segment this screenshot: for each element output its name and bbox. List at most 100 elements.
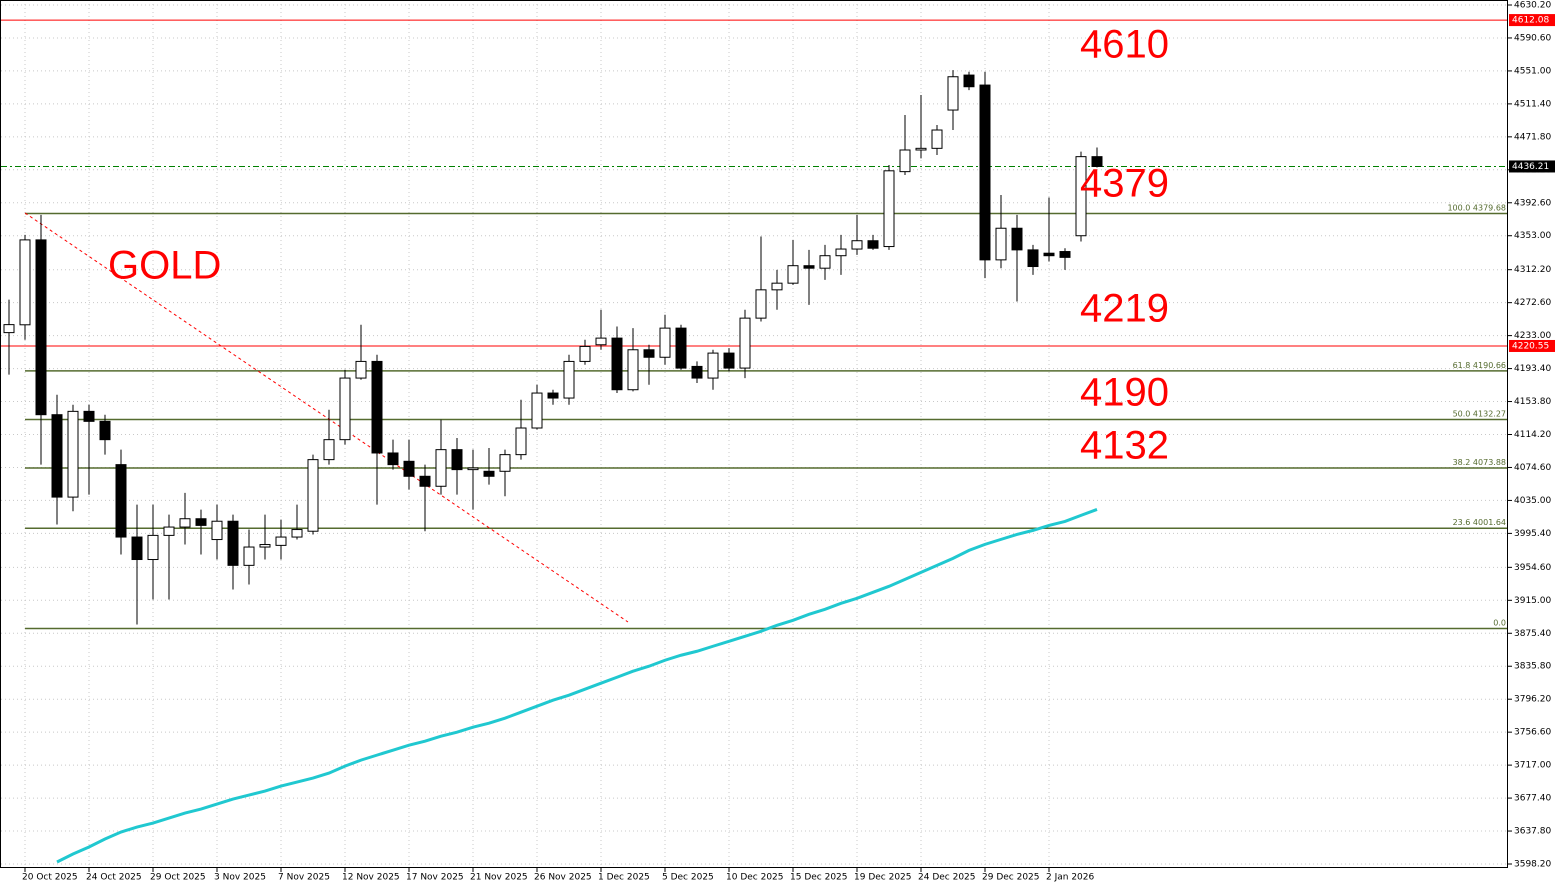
candle-body	[803, 265, 815, 269]
fib-label: 61.8 4190.66	[1453, 361, 1506, 370]
price-box	[1509, 160, 1555, 173]
x-tick-label: 17 Nov 2025	[406, 873, 464, 883]
candle-body	[19, 239, 31, 326]
candle-body	[883, 170, 895, 248]
candle-body	[515, 427, 527, 456]
annotation: 4610	[1080, 23, 1169, 67]
y-tick-label: 4114.20	[1514, 430, 1551, 440]
candle-body	[291, 529, 303, 538]
x-tick-label: 29 Oct 2025	[150, 873, 206, 883]
candle-body	[451, 449, 463, 471]
x-tick-label: 20 Oct 2025	[22, 873, 78, 883]
candle-body	[35, 239, 47, 416]
price-label: 4220.55	[1512, 341, 1549, 351]
candle-body	[595, 337, 607, 346]
price-box	[1509, 339, 1555, 352]
candle-body	[851, 240, 863, 250]
plot	[3, 70, 1103, 864]
grid	[1, 0, 1508, 868]
x-tick-label: 12 Nov 2025	[342, 873, 400, 883]
candle-body	[659, 327, 671, 358]
candle-body	[243, 546, 255, 566]
annotation: 4190	[1080, 371, 1169, 415]
candle-body	[643, 349, 655, 358]
candle-body	[1059, 251, 1071, 258]
candle-body	[1075, 156, 1087, 237]
candle-body	[211, 520, 223, 541]
y-tick-label: 4233.00	[1514, 331, 1551, 341]
y-tick-label: 3598.20	[1514, 860, 1551, 870]
y-tick-label: 3835.80	[1514, 662, 1551, 672]
candle-body	[947, 76, 959, 111]
y-tick-label: 3677.40	[1514, 794, 1551, 804]
y-tick-label: 4551.00	[1514, 66, 1551, 76]
candle-body	[531, 392, 543, 429]
y-tick-label: 4511.40	[1514, 99, 1551, 109]
x-tick-label: 21 Nov 2025	[470, 873, 528, 883]
y-tick-label: 4392.60	[1514, 198, 1551, 208]
x-tick-label: 24 Dec 2025	[918, 873, 976, 883]
y-tick-label: 3796.20	[1514, 695, 1551, 705]
y-tick-label: 4312.20	[1514, 265, 1551, 275]
candle-body	[563, 360, 575, 399]
candle-body	[227, 520, 239, 566]
candle-body	[995, 227, 1007, 261]
candle-body	[99, 420, 111, 441]
candle-body	[307, 459, 319, 532]
y-tick-label: 4590.60	[1514, 33, 1551, 43]
plot-frame	[0, 0, 1508, 868]
candle-body	[707, 352, 719, 379]
price-label: 4612.08	[1512, 16, 1549, 26]
candle-body	[499, 454, 511, 472]
y-tick-label: 4471.80	[1514, 132, 1551, 142]
candle-body	[131, 536, 143, 561]
candle-body	[675, 327, 687, 369]
candle-body	[915, 147, 927, 151]
trend-line	[24, 212, 629, 623]
y-tick-label: 3756.60	[1514, 728, 1551, 738]
fib-label: 23.6 4001.64	[1453, 518, 1506, 527]
candle-body	[51, 414, 63, 498]
y-tick-label: 3875.40	[1514, 629, 1551, 639]
x-tick-label: 29 Dec 2025	[982, 873, 1040, 883]
candle-body	[739, 317, 751, 369]
fib-label: 100.0 4379.68	[1447, 204, 1506, 213]
candle-body	[483, 470, 495, 477]
x-tick-label: 10 Dec 2025	[726, 873, 784, 883]
y-tick-label: 3915.00	[1514, 596, 1551, 606]
candle-body	[1091, 156, 1103, 167]
candle-body	[1027, 249, 1039, 268]
price-box	[1509, 14, 1555, 27]
x-tick-label: 5 Dec 2025	[662, 873, 714, 883]
y-tick-label: 3637.80	[1514, 827, 1551, 837]
x-tick-label: 19 Dec 2025	[854, 873, 912, 883]
y-tick-label: 4035.00	[1514, 496, 1551, 506]
candle-body	[899, 149, 911, 173]
x-tick-label: 15 Dec 2025	[790, 873, 848, 883]
annotation: GOLD	[108, 244, 221, 288]
candle-body	[339, 377, 351, 441]
candle-body	[835, 248, 847, 257]
candle-body	[435, 449, 447, 487]
annotation: 4219	[1080, 287, 1169, 331]
candle-body	[1011, 227, 1023, 251]
y-tick-label: 4353.00	[1514, 231, 1551, 241]
candle-body	[755, 289, 767, 319]
candle-body	[179, 518, 191, 528]
candle-body	[691, 365, 703, 379]
candle-body	[771, 282, 783, 291]
candle-body	[419, 475, 431, 487]
candle-body	[115, 464, 127, 538]
candle-body	[931, 129, 943, 149]
candle-body	[963, 74, 975, 88]
candle-body	[355, 360, 367, 379]
fib-label: 38.2 4073.88	[1453, 458, 1506, 467]
candle-body	[259, 544, 271, 548]
annotation: 4379	[1080, 162, 1169, 206]
candle-body	[627, 349, 639, 391]
y-tick-label: 4630.20	[1514, 0, 1551, 10]
candle-body	[67, 410, 79, 498]
candle-body	[867, 240, 879, 249]
